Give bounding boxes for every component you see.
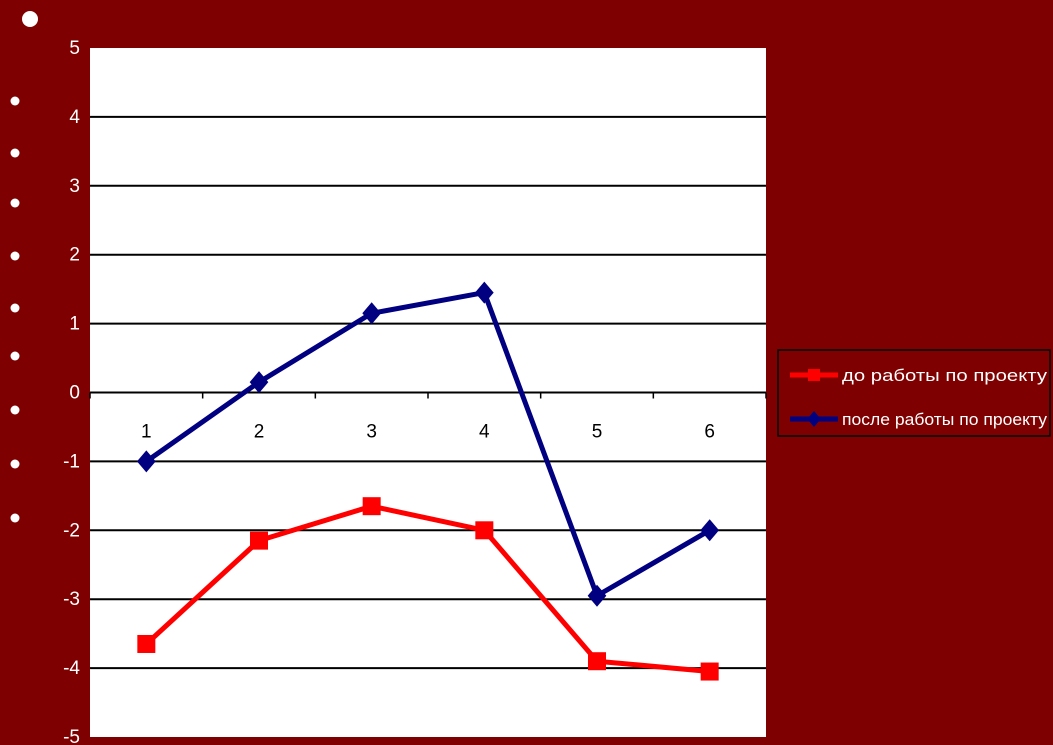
legend-marker: [808, 369, 820, 381]
y-axis-tick-labels: 5 4 3 2 1 0 -1 -2 -3 -4 -5: [63, 38, 80, 745]
x-axis: 1 2 3 4 5 6: [89, 391, 767, 443]
slide-bullet: [10, 303, 20, 313]
legend-label: до работы по проекту: [842, 366, 1048, 385]
y-tick-label: 5: [69, 38, 80, 59]
x-tick-label: 6: [704, 422, 715, 443]
series-1: [137, 497, 719, 681]
legend-box: [777, 349, 1051, 437]
y-tick-label: 4: [69, 107, 80, 128]
x-tick-label: 5: [592, 422, 603, 443]
slide-bullet: [10, 351, 20, 361]
y-tick-label: 3: [69, 176, 80, 197]
slide-bullets: [10, 11, 38, 523]
y-tick-label: -5: [63, 727, 80, 745]
slide-bullet: [10, 251, 20, 261]
legend: до работы по проекту после работы по прое…: [777, 349, 1051, 437]
data-point: [362, 497, 381, 516]
slide-bullet: [10, 513, 20, 523]
series-line: [144, 503, 710, 675]
y-tick-label: -4: [63, 658, 80, 679]
data-point: [474, 281, 494, 304]
data-point: [587, 584, 607, 607]
data-point: [136, 450, 156, 473]
data-point: [700, 662, 719, 681]
slide-bullet: [10, 198, 20, 208]
data-point: [475, 521, 494, 540]
slide-bullet: [10, 405, 20, 415]
y-tick-label: 1: [69, 314, 80, 335]
data-point: [137, 634, 156, 653]
y-tick-label: -3: [63, 589, 80, 610]
data-point: [249, 371, 269, 394]
y-tick-label: -2: [63, 520, 80, 541]
x-tick-label: 3: [366, 422, 377, 443]
y-tick-label: -1: [63, 451, 80, 472]
slide-bullet: [10, 459, 20, 469]
x-tick-label: 2: [254, 422, 265, 443]
x-tick-label: 1: [141, 422, 152, 443]
series-layer: [136, 281, 720, 681]
series-line: [144, 290, 711, 599]
data-point: [250, 531, 268, 550]
series-2: [136, 281, 720, 607]
legend-marker: [807, 411, 821, 427]
y-tick-label: 2: [69, 245, 80, 266]
data-point: [362, 302, 382, 325]
data-point: [700, 519, 720, 542]
y-tick-label: 0: [69, 383, 80, 404]
data-point: [588, 652, 606, 671]
gridlines: [90, 115, 766, 670]
slide-bullet: [10, 96, 20, 106]
x-tick-label: 4: [479, 422, 490, 443]
slide-bullet: [22, 11, 38, 27]
slide-bullet: [10, 148, 20, 158]
legend-label: после работы по проекту: [842, 410, 1048, 429]
